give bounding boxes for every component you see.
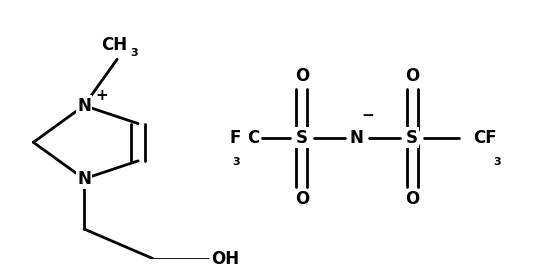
Text: O: O <box>295 67 309 85</box>
Text: +: + <box>95 88 108 103</box>
Text: CH: CH <box>101 36 127 54</box>
Text: S: S <box>296 129 308 147</box>
Text: C: C <box>247 129 259 147</box>
Text: 3: 3 <box>130 48 137 58</box>
Text: O: O <box>405 67 419 85</box>
Text: −: − <box>362 108 375 123</box>
Text: N: N <box>77 97 91 115</box>
Text: OH: OH <box>211 250 239 268</box>
Text: N: N <box>77 170 91 188</box>
Text: S: S <box>406 129 418 147</box>
Text: CF: CF <box>473 129 496 147</box>
Text: 3: 3 <box>233 157 240 167</box>
Text: O: O <box>405 190 419 208</box>
Text: F: F <box>230 129 241 147</box>
Text: 3: 3 <box>493 157 501 167</box>
Text: N: N <box>350 129 364 147</box>
Text: O: O <box>295 190 309 208</box>
